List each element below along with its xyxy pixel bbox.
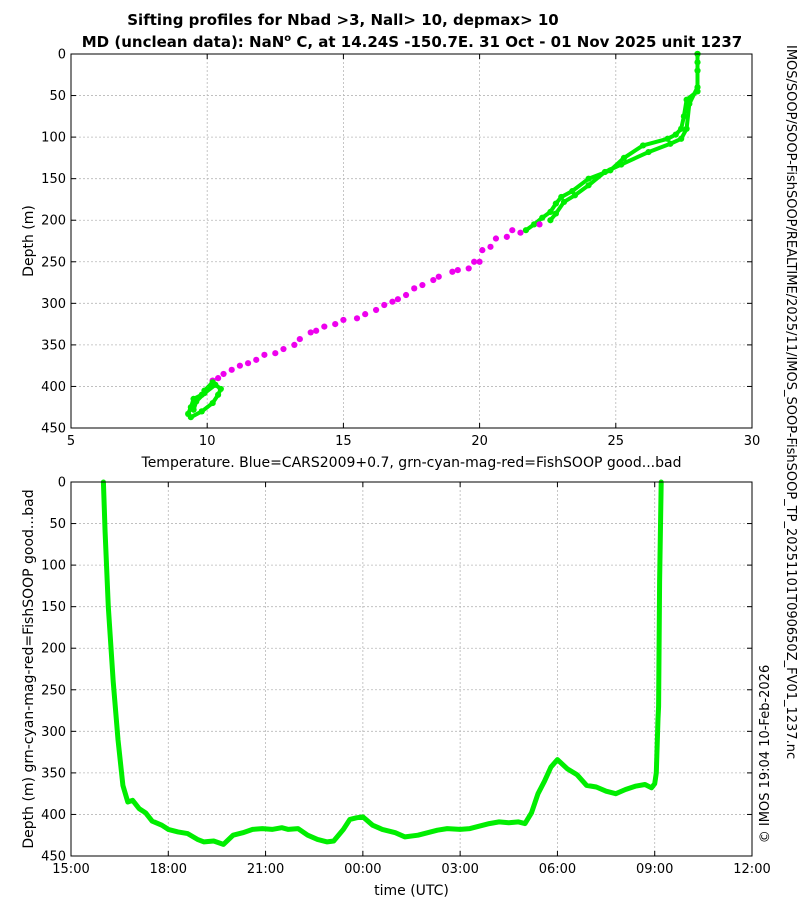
- side-label-path: IMOS/SOOP/SOOP-FishSOOP/REALTIME/2025/11…: [783, 45, 798, 357]
- y-tick-label: 0: [58, 48, 66, 63]
- data-point-bad: [308, 329, 314, 335]
- y-tick-label: 200: [41, 214, 66, 229]
- y-tick-label: 200: [41, 642, 66, 657]
- data-point-bad: [411, 285, 417, 291]
- y-tick-label: 450: [41, 850, 66, 865]
- y-tick-label: 400: [41, 380, 66, 395]
- data-point-bad: [449, 269, 455, 275]
- data-point-bad: [340, 317, 346, 323]
- data-point-bad: [272, 350, 278, 356]
- data-point-bad: [321, 324, 327, 330]
- data-point-bad: [430, 277, 436, 283]
- x-tick-label: 18:00: [150, 862, 187, 877]
- y-tick-label: 350: [41, 766, 66, 781]
- data-point-bad: [229, 367, 235, 373]
- y-axis-label: Depth (m) grn-cyan-mag-red=FishSOOP good…: [21, 489, 37, 848]
- data-point-bad: [479, 247, 485, 253]
- y-tick-label: 300: [41, 297, 66, 312]
- y-tick-label: 0: [58, 476, 66, 491]
- data-point-bad: [389, 299, 395, 305]
- data-point-bad: [280, 346, 286, 352]
- bottom-panel-depth-timeseries: 15:00 18:00 21:00 00:00 03:00 06:00 09:00 12:00…: [21, 476, 771, 900]
- data-point-bad: [215, 375, 221, 381]
- data-point-bad: [245, 360, 251, 366]
- data-point-bad: [332, 321, 338, 327]
- plot-area: [71, 482, 752, 856]
- data-point-bad: [362, 311, 368, 317]
- data-point-bad: [477, 259, 483, 265]
- y-tick-label: 250: [41, 683, 66, 698]
- data-point-bad: [403, 292, 409, 298]
- data-point-bad: [509, 227, 515, 233]
- data-point-bad: [237, 363, 243, 369]
- y-tick-label: 150: [41, 600, 66, 615]
- side-label-filename: IMOS/SOOP/SOOP-FishSOOP/REALTIME/2025/11…: [783, 45, 798, 759]
- x-tick-label: 12:00: [733, 862, 770, 877]
- top-panel-temperature-profile: 5 10 15 20 25 30050100150200250300350400450Te…: [21, 48, 760, 472]
- y-tick-label: 450: [41, 422, 66, 437]
- data-point-bad: [504, 234, 510, 240]
- title-line2-pre: MD (unclean data): NaN: [82, 33, 285, 51]
- chart-title-line1: Sifting profiles for Nbad >3, Nall> 10, …: [127, 11, 558, 29]
- x-tick-label: 00:00: [344, 862, 381, 877]
- x-tick-label: 5: [67, 434, 75, 449]
- x-tick-label: 20: [471, 434, 488, 449]
- x-tick-label: 21:00: [247, 862, 284, 877]
- data-point-bad: [436, 274, 442, 280]
- y-tick-label: 100: [41, 559, 66, 574]
- x-tick-label: 25: [608, 434, 625, 449]
- data-point-bad: [291, 342, 297, 348]
- x-tick-label: 10: [199, 434, 216, 449]
- data-point-bad: [373, 307, 379, 313]
- data-point-bad: [487, 244, 493, 250]
- data-point-bad: [419, 282, 425, 288]
- title-line2-post: C, at 14.24S -150.7E. 31 Oct - 01 Nov 20…: [291, 33, 742, 51]
- x-tick-label: 15: [335, 434, 352, 449]
- y-tick-label: 250: [41, 255, 66, 270]
- y-tick-label: 400: [41, 808, 66, 823]
- data-point-bad: [381, 302, 387, 308]
- side-label-credit: © IMOS 19:04 10-Feb-2026: [758, 665, 773, 843]
- data-point-bad: [253, 357, 259, 363]
- data-point-bad: [354, 315, 360, 321]
- data-point-bad: [493, 235, 499, 241]
- data-point-bad: [313, 328, 319, 334]
- x-tick-label: 30: [744, 434, 761, 449]
- x-tick-label: 06:00: [539, 862, 576, 877]
- data-point-bad: [395, 296, 401, 302]
- x-tick-label: 03:00: [441, 862, 478, 877]
- data-point-bad: [466, 265, 472, 271]
- x-axis-label: time (UTC): [374, 883, 449, 899]
- data-point-bad: [455, 267, 461, 273]
- plot-area: [71, 54, 752, 428]
- data-point-bad: [220, 371, 226, 377]
- x-axis-label: Temperature. Blue=CARS2009+0.7, grn-cyan…: [141, 455, 682, 471]
- side-label-file: IMOS_SOOP-FishSOOP_TP_20251101T090650Z_F…: [783, 356, 798, 759]
- data-point-bad: [471, 259, 477, 265]
- data-point-bad: [297, 336, 303, 342]
- data-point-bad: [517, 230, 523, 236]
- y-tick-label: 50: [49, 517, 66, 532]
- y-tick-label: 300: [41, 725, 66, 740]
- chart-title-line2: MD (unclean data): NaNo C, at 14.24S -15…: [82, 33, 743, 51]
- y-tick-label: 350: [41, 338, 66, 353]
- y-tick-label: 100: [41, 131, 66, 146]
- y-axis-label: Depth (m): [21, 205, 37, 277]
- data-point-bad: [261, 352, 267, 358]
- y-tick-label: 150: [41, 172, 66, 187]
- data-point-bad: [536, 221, 542, 227]
- y-tick-label: 50: [49, 89, 66, 104]
- x-tick-label: 09:00: [636, 862, 673, 877]
